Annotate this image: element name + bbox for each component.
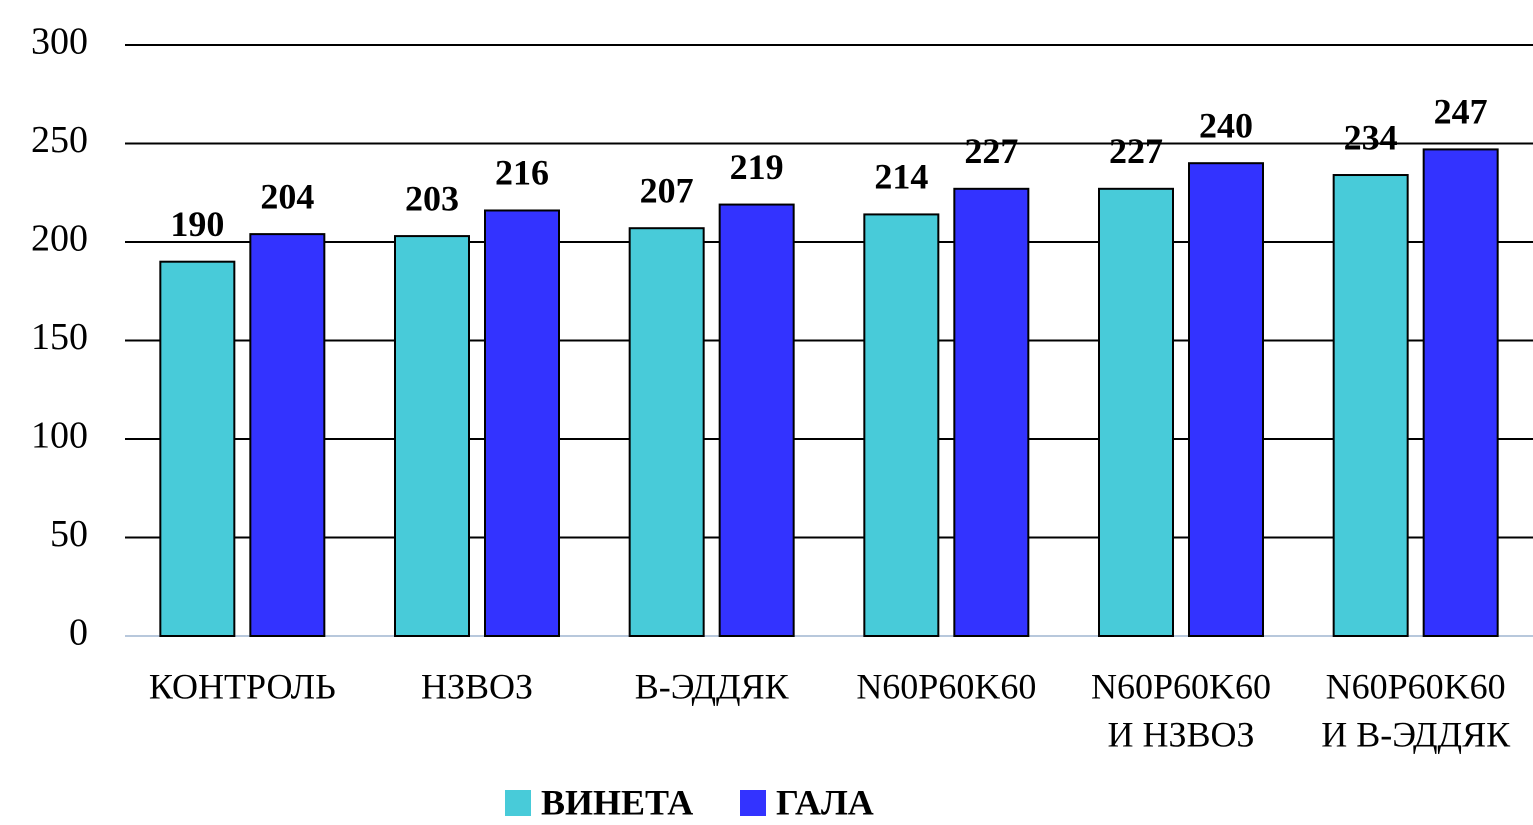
data-label: 247 bbox=[1434, 92, 1488, 132]
x-tick-label: В-ЭДДЯК bbox=[635, 666, 790, 706]
legend-label: ГАЛА bbox=[776, 782, 874, 822]
data-label: 190 bbox=[170, 204, 224, 244]
data-label: 227 bbox=[964, 131, 1018, 171]
x-tick-label: N60P60K60 bbox=[856, 666, 1036, 706]
bar bbox=[863, 213, 940, 637]
x-tick-label: НЗВОЗ bbox=[421, 666, 533, 706]
y-tick-label: 150 bbox=[31, 316, 88, 358]
legend-swatch bbox=[505, 790, 531, 816]
bar bbox=[1188, 162, 1264, 637]
data-label: 227 bbox=[1109, 131, 1163, 171]
data-label: 214 bbox=[874, 157, 928, 197]
data-label: 216 bbox=[495, 153, 549, 193]
y-tick-label: 250 bbox=[31, 119, 88, 161]
data-label: 207 bbox=[640, 170, 694, 210]
data-label: 234 bbox=[1344, 117, 1398, 157]
legend-label: ВИНЕТА bbox=[541, 782, 693, 822]
x-tick-label: И НЗВОЗ bbox=[1107, 714, 1254, 754]
bar bbox=[394, 235, 470, 637]
y-tick-label: 200 bbox=[31, 218, 88, 260]
bar bbox=[953, 187, 1030, 637]
bar bbox=[1332, 174, 1409, 638]
data-label: 219 bbox=[730, 147, 784, 187]
data-label: 204 bbox=[260, 176, 314, 216]
y-tick-label: 300 bbox=[31, 21, 88, 63]
y-tick-label: 0 bbox=[69, 612, 88, 654]
x-tick-label: И В-ЭДДЯК bbox=[1321, 714, 1511, 754]
x-tick-label: N60P60K60 bbox=[1091, 666, 1271, 706]
bar bbox=[1422, 148, 1499, 637]
bar bbox=[718, 203, 795, 637]
bar bbox=[1098, 187, 1174, 637]
x-tick-label: N60P60K60 bbox=[1326, 666, 1506, 706]
bar bbox=[484, 209, 560, 637]
bar bbox=[159, 260, 236, 637]
y-tick-label: 100 bbox=[31, 415, 88, 457]
data-label: 240 bbox=[1199, 105, 1253, 145]
y-tick-label: 50 bbox=[50, 513, 88, 555]
bar bbox=[249, 233, 326, 637]
legend-swatch bbox=[740, 790, 766, 816]
bar bbox=[628, 227, 705, 638]
x-tick-label: КОНТРОЛЬ bbox=[149, 666, 336, 706]
data-label: 203 bbox=[405, 178, 459, 218]
